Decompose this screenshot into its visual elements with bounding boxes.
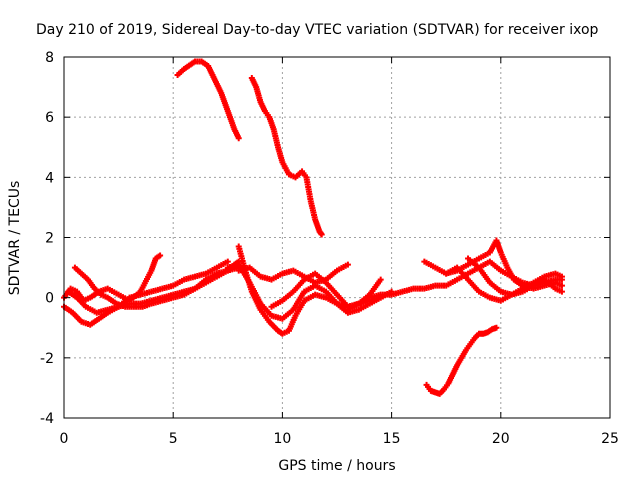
data-point (493, 324, 500, 331)
y-tick-label: 0 (45, 291, 54, 307)
chart-title: Day 210 of 2019, Sidereal Day-to-day VTE… (36, 22, 599, 38)
series-arc-b (71, 264, 242, 310)
data-point (235, 135, 242, 142)
data-point (377, 276, 384, 283)
series-arc-low (423, 324, 500, 397)
data-point (344, 261, 351, 268)
x-tick-label: 15 (383, 431, 401, 447)
data-point (224, 258, 231, 265)
x-axis-label: GPS time / hours (278, 458, 395, 474)
x-tick-label: 25 (601, 431, 619, 447)
y-tick-label: 2 (45, 231, 54, 247)
y-tick-label: 6 (45, 110, 54, 126)
data-point (558, 288, 565, 295)
y-axis-label: SDTVAR / TECUs (7, 181, 23, 296)
y-tick-label: 8 (45, 50, 54, 66)
x-tick-label: 0 (60, 431, 69, 447)
x-tick-label: 10 (273, 431, 291, 447)
series-arc-g (235, 261, 351, 286)
y-tick-label: 4 (45, 170, 54, 186)
series-arc-c (61, 258, 231, 328)
series-arc-l (465, 255, 565, 298)
data-point (318, 231, 325, 238)
data-point (157, 252, 164, 259)
y-tick-label: -4 (40, 411, 54, 427)
data-point (558, 282, 565, 289)
grid-lines (64, 57, 610, 418)
x-tick-label: 20 (492, 431, 510, 447)
data-point (558, 273, 565, 280)
series-arc-high-2 (248, 75, 325, 238)
series-arc-high-1 (174, 58, 242, 142)
axes: 0 5 10 15 20 25 -4 -2 0 2 4 6 8 (40, 50, 619, 447)
y-tick-label: -2 (40, 351, 54, 367)
x-tick-label: 5 (169, 431, 178, 447)
data-points (61, 58, 565, 397)
